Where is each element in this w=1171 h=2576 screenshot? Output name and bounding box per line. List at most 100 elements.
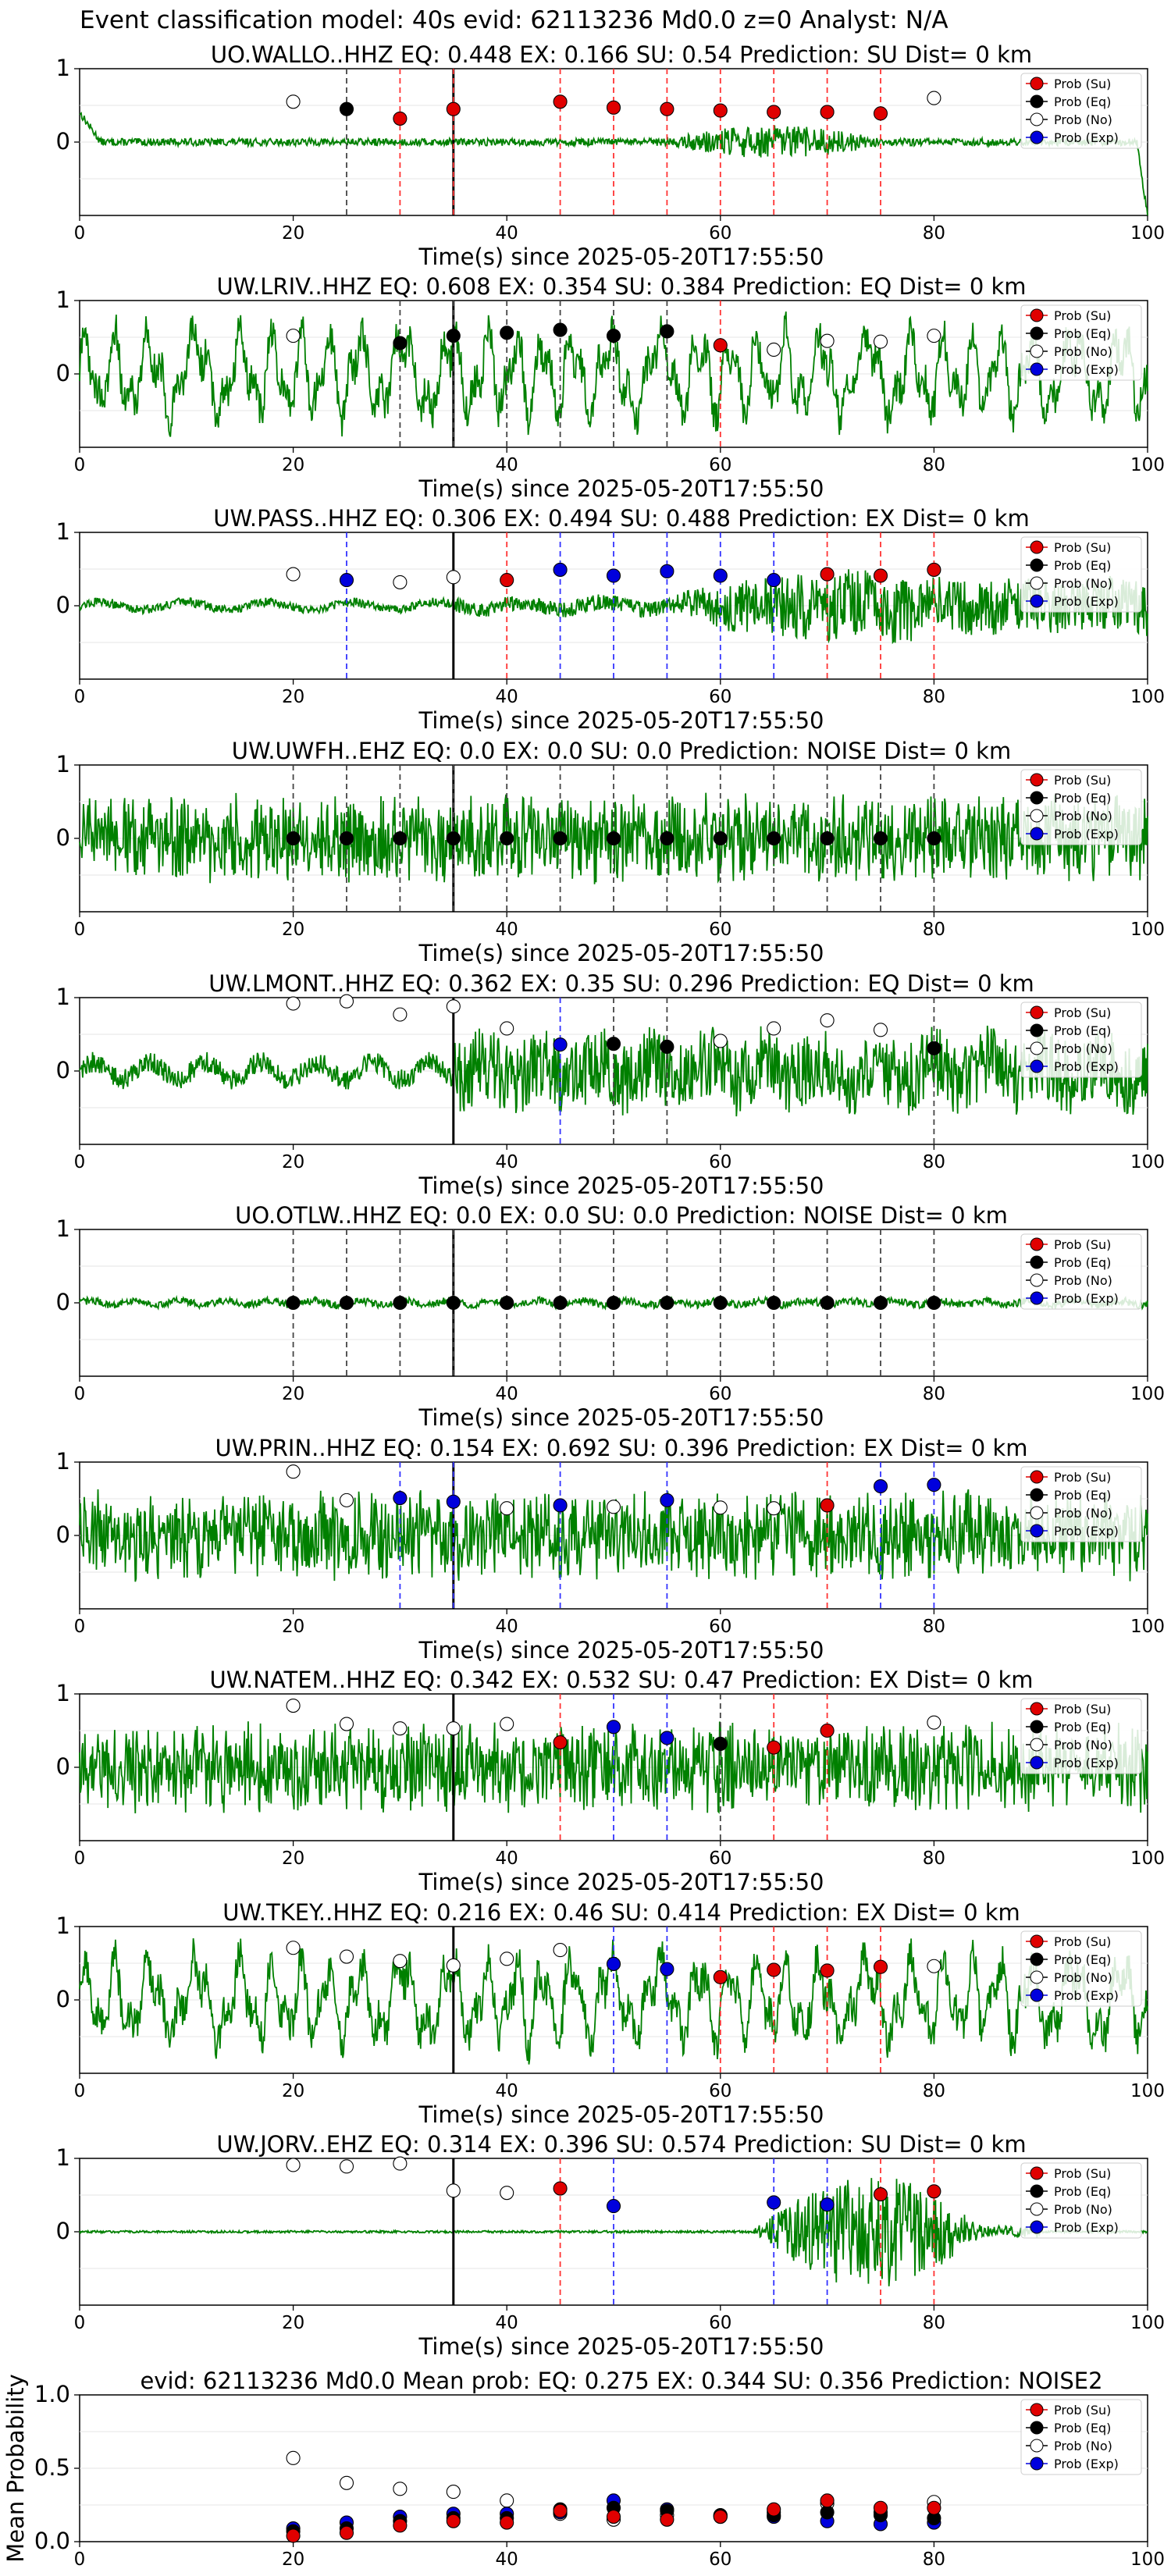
legend: Prob (Su) Prob (Eq) Prob (No) Prob (Exp) xyxy=(1020,2399,1142,2475)
prob-point-su xyxy=(927,562,941,577)
legend-marker-su xyxy=(1030,308,1044,322)
x-tick-label: 60 xyxy=(709,1848,731,1869)
legend-marker-su xyxy=(1030,1934,1044,1948)
mean-prob-point-su xyxy=(606,2509,621,2524)
prob-point-eq xyxy=(606,831,621,846)
prob-point-eq xyxy=(767,831,781,846)
x-tick-label: 100 xyxy=(1130,920,1165,940)
mean-prob-point-su xyxy=(553,2503,568,2518)
y-tick-label: 0 xyxy=(56,592,70,618)
waveform-trace xyxy=(79,792,1148,884)
legend-frame xyxy=(1020,1698,1142,1774)
prob-point-no xyxy=(446,1721,461,1736)
legend-marker-exp xyxy=(1030,1059,1044,1073)
legend-marker-su xyxy=(1030,1005,1044,1019)
y-tick-label: 1 xyxy=(56,1215,70,1242)
prob-point-exp xyxy=(553,1037,568,1052)
prob-point-no xyxy=(286,567,301,582)
x-tick-label: 80 xyxy=(923,687,945,707)
legend-label-su: Prob (Su) xyxy=(1054,1237,1111,1252)
x-tick-label: 0 xyxy=(74,1848,86,1869)
legend-frame xyxy=(1020,1002,1142,1078)
prob-point-exp xyxy=(927,1478,941,1493)
x-tick-label: 40 xyxy=(496,223,518,244)
prob-point-su xyxy=(820,1723,835,1738)
panel-title: UW.LMONT..HHZ EQ: 0.362 EX: 0.35 SU: 0.2… xyxy=(208,970,1034,997)
x-tick-label: 60 xyxy=(709,1152,731,1172)
prob-point-no xyxy=(286,996,301,1011)
x-tick-label: 0 xyxy=(74,1384,86,1404)
x-tick-label: 20 xyxy=(282,1848,304,1869)
x-tick-label: 80 xyxy=(923,1384,945,1404)
legend-label-no: Prob (No) xyxy=(1054,112,1112,127)
prob-point-su xyxy=(713,103,728,118)
prob-point-no xyxy=(500,1021,514,1036)
y-tick-label: 1 xyxy=(56,1912,70,1939)
y-tick-label: 0 xyxy=(56,2218,70,2244)
y-tick-label: 0 xyxy=(56,128,70,155)
prob-point-su xyxy=(713,338,728,353)
legend-label-no: Prob (No) xyxy=(1054,1506,1112,1521)
x-tick-label: 0 xyxy=(74,2081,86,2101)
prob-point-su xyxy=(393,111,408,126)
prob-point-eq xyxy=(553,1295,568,1311)
legend-marker-eq xyxy=(1030,94,1044,109)
prob-point-no xyxy=(393,1954,408,1969)
legend-marker-eq xyxy=(1030,1952,1044,1966)
prob-point-exp xyxy=(606,1956,621,1971)
mean-prob-point-eq xyxy=(820,2505,835,2520)
legend-label-su: Prob (Su) xyxy=(1054,1934,1111,1949)
legend-marker-no xyxy=(1030,344,1044,358)
legend-label-exp: Prob (Exp) xyxy=(1054,2457,1119,2471)
mean-prob-point-su xyxy=(660,2512,674,2527)
x-axis-label: Time(s) since 2025-05-20T17:55:50 xyxy=(418,1172,824,1199)
prob-point-no xyxy=(446,2183,461,2198)
y-tick-label: 1 xyxy=(56,518,70,545)
x-tick-label: 20 xyxy=(282,2313,304,2333)
legend-label-eq: Prob (Eq) xyxy=(1054,791,1111,806)
prob-point-no xyxy=(767,342,781,358)
legend-label-su: Prob (Su) xyxy=(1054,2403,1111,2418)
prob-point-su xyxy=(553,94,568,109)
panel-title: evid: 62113236 Md0.0 Mean prob: EQ: 0.27… xyxy=(140,2368,1102,2394)
mean-prob-point-su xyxy=(873,2500,888,2515)
legend-frame xyxy=(1020,304,1142,381)
legend-marker-eq xyxy=(1030,2421,1044,2435)
prob-point-no xyxy=(286,1464,301,1479)
prob-point-eq xyxy=(606,1037,621,1051)
prob-point-no xyxy=(873,334,888,349)
prob-point-eq xyxy=(339,1295,354,1311)
x-tick-label: 60 xyxy=(709,455,731,475)
prob-point-eq xyxy=(286,1295,301,1311)
legend-marker-su xyxy=(1030,1470,1044,1484)
prob-point-no xyxy=(393,1007,408,1022)
x-tick-label: 20 xyxy=(282,687,304,707)
prob-point-no xyxy=(393,2156,408,2171)
prob-point-eq xyxy=(660,1039,674,1055)
legend-label-su: Prob (Su) xyxy=(1054,76,1111,91)
x-axis-label: Time(s) since 2025-05-20T17:55:50 xyxy=(418,1869,824,1895)
legend-label-exp: Prob (Exp) xyxy=(1054,130,1119,145)
panel-title: UW.PRIN..HHZ EQ: 0.154 EX: 0.692 SU: 0.3… xyxy=(215,1435,1027,1461)
x-tick-label: 20 xyxy=(282,2081,304,2101)
x-axis-label: Time(s) since 2025-05-20T17:55:50 xyxy=(418,1404,824,1431)
y-axis-label: Mean Probability xyxy=(2,2374,29,2563)
prob-point-eq xyxy=(393,336,408,350)
prob-point-su xyxy=(713,1969,728,1984)
x-tick-label: 0 xyxy=(74,1152,86,1172)
prob-point-exp xyxy=(446,1494,461,1509)
legend: Prob (Su) Prob (Eq) Prob (No) Prob (Exp) xyxy=(1020,304,1142,381)
prob-point-eq xyxy=(820,1295,835,1311)
legend-label-eq: Prob (Eq) xyxy=(1054,2184,1111,2199)
legend-frame xyxy=(1020,73,1142,149)
y-tick-label: 0.5 xyxy=(34,2454,70,2481)
prob-point-eq xyxy=(606,1295,621,1311)
prob-point-exp xyxy=(767,573,781,588)
legend-label-no: Prob (No) xyxy=(1054,809,1112,824)
prob-point-eq xyxy=(713,1736,728,1751)
legend-marker-exp xyxy=(1030,1524,1044,1538)
legend-marker-su xyxy=(1030,76,1044,91)
prob-point-no xyxy=(286,329,301,343)
x-tick-label: 0 xyxy=(74,920,86,940)
prob-point-exp xyxy=(820,2197,835,2212)
